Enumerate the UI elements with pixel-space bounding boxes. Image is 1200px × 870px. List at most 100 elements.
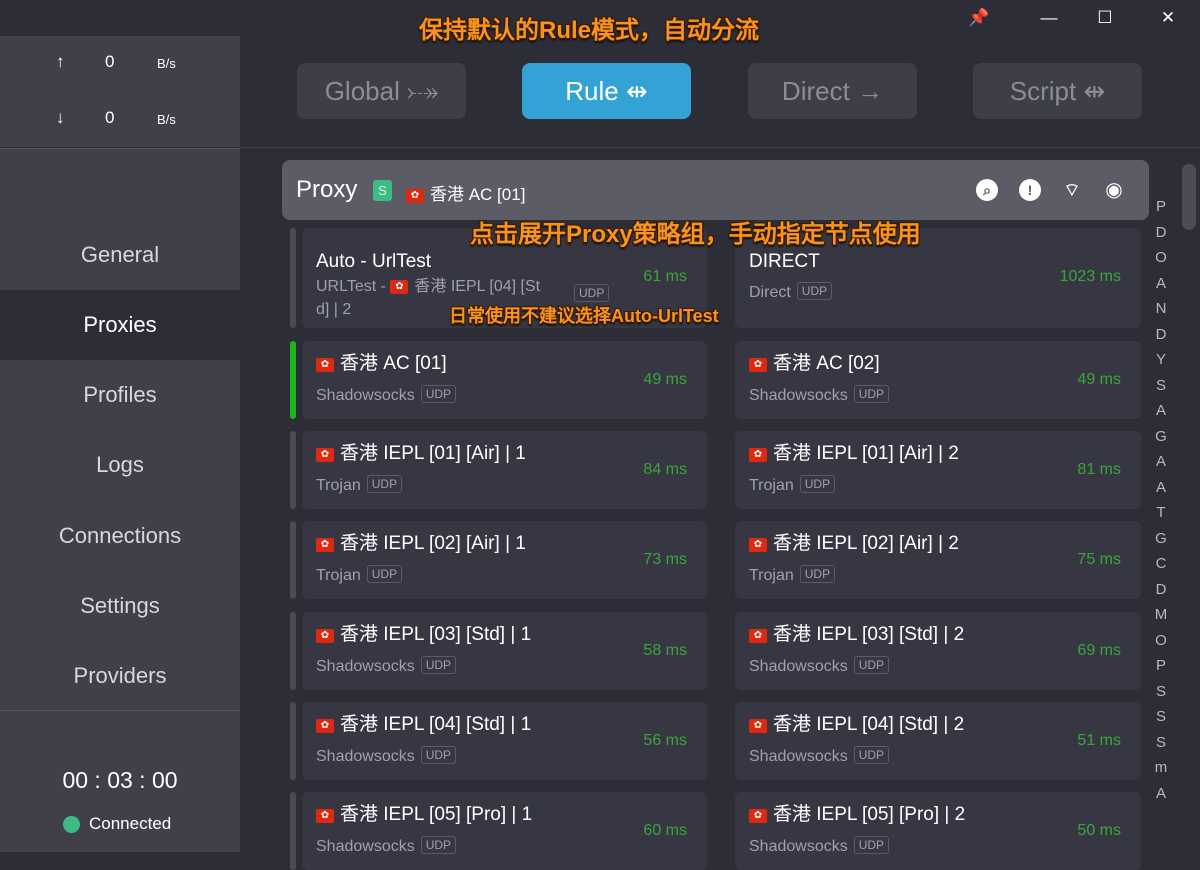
proxy-type: Shadowsocks: [316, 387, 415, 404]
mode-rule-button[interactable]: Rule ⇹: [522, 63, 691, 119]
proxy-card[interactable]: ✿ 香港 IEPL [02] [Air] | 1 Trojan UDP 73 ms: [290, 521, 707, 599]
index-letter[interactable]: D: [1155, 223, 1167, 241]
index-letter[interactable]: D: [1155, 325, 1167, 343]
index-letter[interactable]: A: [1155, 402, 1166, 419]
proxy-card[interactable]: ✿ 香港 IEPL [03] [Std] | 2 Shadowsocks UDP 69 …: [735, 612, 1141, 690]
udp-badge: UDP: [420, 836, 457, 854]
proxy-delay[interactable]: 60 ms: [643, 822, 687, 839]
index-letter[interactable]: S: [1155, 376, 1166, 394]
alert-icon[interactable]: !: [1019, 179, 1041, 201]
proxy-delay[interactable]: 51 ms: [1077, 732, 1121, 749]
udp-badge: UDP: [799, 475, 836, 493]
card-bar: [290, 792, 296, 870]
proxy-group-header[interactable]: Proxy S ✿ 香港 AC [01] ⌕ ! ⌔ ◉: [282, 160, 1149, 220]
proxy-type: Shadowsocks: [316, 748, 415, 765]
udp-badge: UDP: [420, 385, 457, 403]
udp-badge: UDP: [853, 746, 890, 764]
index-letter[interactable]: S: [1155, 733, 1166, 751]
traffic-panel: ↑ 0 B/s ↓ 0 B/s: [0, 36, 240, 147]
index-letter[interactable]: G: [1155, 427, 1167, 445]
index-letter[interactable]: m: [1154, 759, 1168, 776]
index-letter[interactable]: P: [1155, 198, 1166, 215]
close-button[interactable]: ✕: [1160, 8, 1176, 27]
proxy-delay[interactable]: 61 ms: [643, 268, 687, 285]
index-letter[interactable]: Y: [1155, 351, 1166, 368]
proxy-current: 香港 IEPL [04] [St: [414, 278, 541, 295]
proxy-card[interactable]: ✿ 香港 AC [02] Shadowsocks UDP 49 ms: [735, 341, 1141, 419]
pin-icon[interactable]: 📌: [968, 8, 990, 27]
index-letter[interactable]: A: [1155, 274, 1166, 292]
mode-direct-button[interactable]: Direct →: [748, 63, 917, 119]
index-letter[interactable]: G: [1155, 529, 1167, 547]
annotation-auto: 日常使用不建议选择Auto-UrlTest: [449, 306, 719, 326]
nav-profiles[interactable]: Profiles: [0, 360, 240, 430]
proxy-delay[interactable]: 75 ms: [1077, 551, 1121, 568]
scrollbar[interactable]: [1182, 164, 1196, 230]
proxy-card[interactable]: DIRECT Direct UDP 1023 ms: [735, 228, 1141, 328]
nav-providers[interactable]: Providers: [0, 641, 240, 711]
title-bar: 📌 — ☐ ✕: [0, 0, 1200, 36]
proxy-card[interactable]: ✿ 香港 AC [01] Shadowsocks UDP 49 ms: [290, 341, 707, 419]
index-letter[interactable]: S: [1155, 682, 1166, 700]
index-letter[interactable]: D: [1155, 580, 1167, 598]
hk-flag-icon: ✿: [316, 538, 334, 552]
proxy-delay[interactable]: 81 ms: [1077, 461, 1121, 478]
connected-dot-icon: [63, 816, 80, 833]
proxy-card[interactable]: ✿ 香港 IEPL [05] [Pro] | 2 Shadowsocks UDP 50 …: [735, 792, 1141, 870]
nav-general[interactable]: General: [0, 220, 240, 290]
proxy-card[interactable]: ✿ 香港 IEPL [01] [Air] | 1 Trojan UDP 84 ms: [290, 431, 707, 509]
download-arrow-icon: ↓: [56, 108, 65, 127]
nav-settings[interactable]: Settings: [0, 571, 240, 641]
index-letter[interactable]: O: [1155, 249, 1167, 266]
index-letter[interactable]: N: [1155, 300, 1167, 317]
rule-icon: ⇹: [625, 76, 648, 106]
index-letter[interactable]: M: [1154, 606, 1168, 623]
proxy-type: Trojan: [316, 477, 361, 494]
index-letter[interactable]: A: [1155, 784, 1166, 802]
proxy-name: Auto - UrlTest: [316, 251, 432, 272]
minimize-button[interactable]: —: [1040, 8, 1058, 27]
proxy-delay[interactable]: 56 ms: [643, 732, 687, 749]
index-letter[interactable]: P: [1155, 657, 1166, 674]
card-bar: [290, 228, 296, 328]
proxy-delay[interactable]: 49 ms: [643, 371, 687, 388]
proxy-type: Shadowsocks: [749, 838, 848, 855]
proxy-delay[interactable]: 1023 ms: [1059, 268, 1121, 285]
proxy-name: 香港 IEPL [03] [Std] | 1: [340, 624, 532, 645]
proxy-card[interactable]: ✿ 香港 IEPL [02] [Air] | 2 Trojan UDP 75 ms: [735, 521, 1141, 599]
latency-test-icon[interactable]: ⌕: [976, 179, 998, 201]
index-letter[interactable]: T: [1156, 504, 1166, 521]
maximize-button[interactable]: ☐: [1097, 8, 1113, 27]
proxy-card[interactable]: ✿ 香港 IEPL [04] [Std] | 2 Shadowsocks UDP 51 …: [735, 702, 1141, 780]
proxy-delay[interactable]: 49 ms: [1077, 371, 1121, 388]
proxy-card[interactable]: ✿ 香港 IEPL [01] [Air] | 2 Trojan UDP 81 ms: [735, 431, 1141, 509]
proxy-delay[interactable]: 73 ms: [643, 551, 687, 568]
index-letter[interactable]: C: [1155, 555, 1167, 572]
proxy-delay[interactable]: 69 ms: [1077, 642, 1121, 659]
index-letter[interactable]: A: [1155, 453, 1166, 470]
wifi-off-icon[interactable]: ⌔: [1063, 180, 1081, 200]
proxy-delay[interactable]: 58 ms: [643, 642, 687, 659]
nav-connections[interactable]: Connections: [0, 501, 240, 571]
proxy-delay[interactable]: 84 ms: [643, 461, 687, 478]
proxy-delay[interactable]: 50 ms: [1077, 822, 1121, 839]
proxy-card[interactable]: Auto - UrlTest URLTest - ✿ 香港 IEPL [04] [S…: [290, 228, 707, 328]
upload-unit: B/s: [157, 56, 176, 71]
mode-global-button[interactable]: Global ⤐: [297, 63, 466, 119]
proxy-type: Trojan: [316, 567, 361, 584]
mode-script-button[interactable]: Script ⇹: [973, 63, 1142, 119]
proxy-card[interactable]: ✿ 香港 IEPL [05] [Pro] | 1 Shadowsocks UDP 60 …: [290, 792, 707, 870]
udp-badge: UDP: [366, 565, 403, 583]
proxy-card[interactable]: ✿ 香港 IEPL [04] [Std] | 1 Shadowsocks UDP 56 …: [290, 702, 707, 780]
index-letter[interactable]: O: [1155, 631, 1167, 649]
proxy-name: 香港 AC [01]: [340, 353, 447, 374]
nav-proxies[interactable]: Proxies: [0, 290, 240, 360]
index-letter[interactable]: A: [1155, 478, 1166, 496]
hk-flag-icon: ✿: [316, 358, 334, 372]
proxy-card[interactable]: ✿ 香港 IEPL [03] [Std] | 1 Shadowsocks UDP 58 …: [290, 612, 707, 690]
nav-logs[interactable]: Logs: [0, 430, 240, 500]
eye-icon[interactable]: ◉: [1105, 179, 1123, 201]
index-letter[interactable]: S: [1155, 708, 1166, 725]
card-bar: [290, 702, 296, 780]
group-name: Proxy: [296, 176, 358, 203]
